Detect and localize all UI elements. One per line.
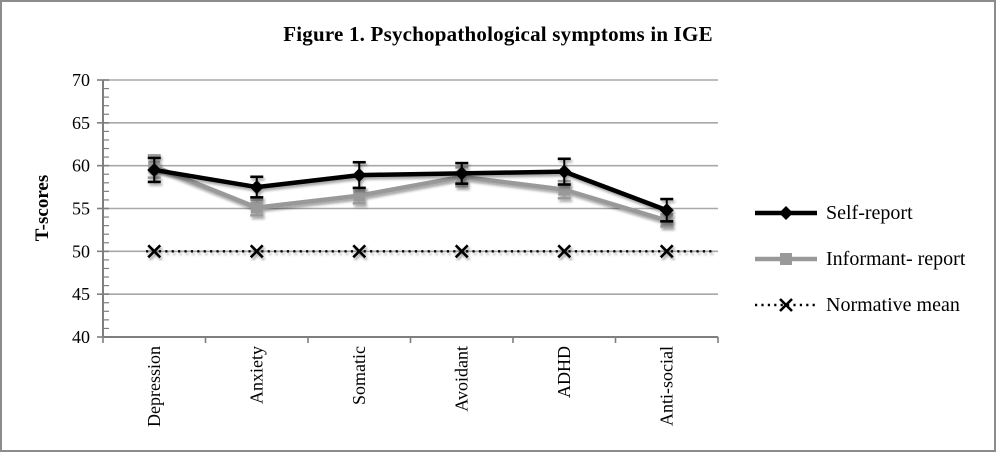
legend-item-normative-mean: Normative mean (754, 290, 992, 320)
x-axis-label: Avoidant (452, 346, 472, 412)
self-report-line-icon (755, 206, 817, 220)
marker-diamond (249, 180, 264, 195)
marker-diamond (147, 162, 162, 177)
y-tick-label: 65 (72, 113, 90, 133)
normative-mean-line-icon (755, 298, 817, 312)
x-axis-label: Depression (144, 346, 164, 427)
series-line (153, 167, 668, 213)
series-self-report (147, 156, 674, 223)
legend-item-self-report: Self-report (754, 198, 992, 228)
y-tick-label: 45 (72, 284, 90, 304)
legend-item-informant-report: Informant- report (754, 244, 992, 274)
marker-x (659, 244, 674, 259)
x-axis-label: Anti-social (657, 346, 677, 426)
legend-label: Self-report (826, 201, 913, 224)
marker-x (557, 244, 572, 259)
x-axis-label: Anxiety (247, 346, 267, 404)
figure-title: Figure 1. Psychopathological symptoms in… (283, 22, 713, 46)
y-tick-label: 70 (72, 70, 90, 90)
marker-diamond (454, 166, 469, 181)
marker-x (147, 244, 162, 259)
legend-marker-x (779, 298, 793, 312)
marker-square (250, 201, 263, 214)
marker-diamond (557, 164, 572, 179)
legend-marker-diamond (779, 206, 793, 220)
y-axis-title: T-scores (32, 175, 53, 242)
marker-diamond (659, 203, 674, 218)
marker-x (454, 244, 469, 259)
marker-diamond (352, 168, 367, 183)
informant-report-line-icon (755, 253, 817, 265)
series-line (153, 164, 668, 223)
marker-x (352, 244, 367, 259)
series-normative-mean (146, 244, 712, 259)
y-tick-label: 50 (72, 241, 90, 261)
legend-label: Normative mean (826, 293, 960, 316)
marker-x (249, 244, 264, 259)
y-tick-label: 60 (72, 156, 90, 176)
marker-square (558, 183, 571, 196)
marker-square (353, 189, 366, 202)
x-axis-label: Somatic (349, 346, 369, 405)
y-tick-label: 55 (72, 199, 90, 219)
y-tick-label: 40 (72, 327, 90, 347)
legend-label: Informant- report (826, 247, 966, 270)
x-axis-label: ADHD (554, 346, 574, 398)
legend-marker-square (780, 253, 792, 265)
legend: Self-report Informant- report Normative … (754, 198, 992, 336)
